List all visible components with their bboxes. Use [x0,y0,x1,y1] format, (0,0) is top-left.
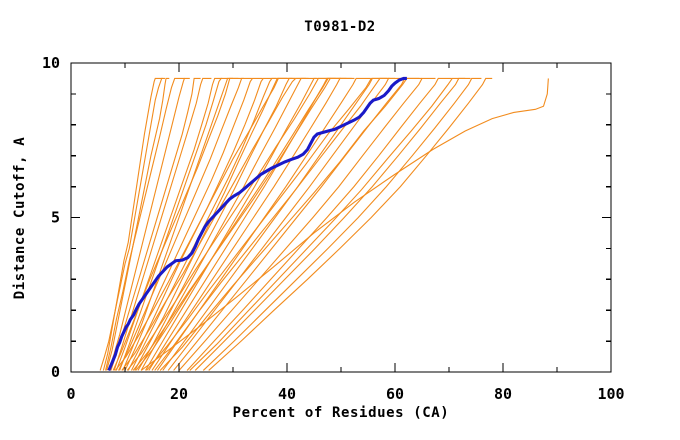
x-tick-labels: 0 20 40 60 80 100 [66,385,624,403]
series-curve [178,77,436,371]
y-tick-label: 5 [51,209,60,227]
series-curve [140,78,549,371]
series-curve [159,77,422,371]
y-tick-label: 10 [42,54,60,72]
series-layer [99,76,549,372]
axes-frame [70,62,612,373]
series-curve [114,77,296,371]
x-tick-label: 40 [278,385,296,403]
x-tick-label: 0 [66,385,75,403]
series-curve [127,77,277,371]
series-curve [113,77,212,371]
series-curve [112,77,244,371]
series-curve [122,77,239,371]
series-curve [134,77,293,371]
x-tick-label: 80 [494,385,512,403]
series-curve [148,77,341,371]
series-curve [126,77,336,371]
series-curve [146,77,390,371]
series-curve [121,77,309,371]
series-curve [151,77,355,371]
x-tick-label: 60 [386,385,404,403]
y-tick-label: 0 [51,363,60,381]
y-axis-label: Distance Cutoff, A [12,137,28,300]
series-curve [130,77,287,371]
series-curve [189,77,466,371]
series-curve [108,77,190,371]
x-axis-label: Percent of Residues (CA) [233,405,450,421]
x-tick-label: 100 [597,385,624,403]
series-curve [167,77,404,371]
series-curve [145,77,331,371]
series-curve [137,77,306,371]
series-curve [124,77,263,371]
series-curve [119,77,233,371]
series-curve [132,77,352,371]
y-tick-labels: 0 5 10 [42,54,60,381]
x-tick-label: 20 [170,385,188,403]
series-curve [202,77,482,371]
series-curve [118,77,252,371]
page-title: T0981-D2 [304,19,375,35]
series-curve [110,77,201,371]
series-curve [194,77,471,371]
series-curve [140,77,317,371]
series-curve [105,77,185,371]
series-curve [106,77,170,371]
series-curve [154,77,395,371]
series-curve [135,77,347,371]
series-curve [173,77,420,371]
series-curve [208,77,493,371]
series-curve [107,76,407,372]
series-curve [102,77,165,371]
series-curve [186,77,452,371]
